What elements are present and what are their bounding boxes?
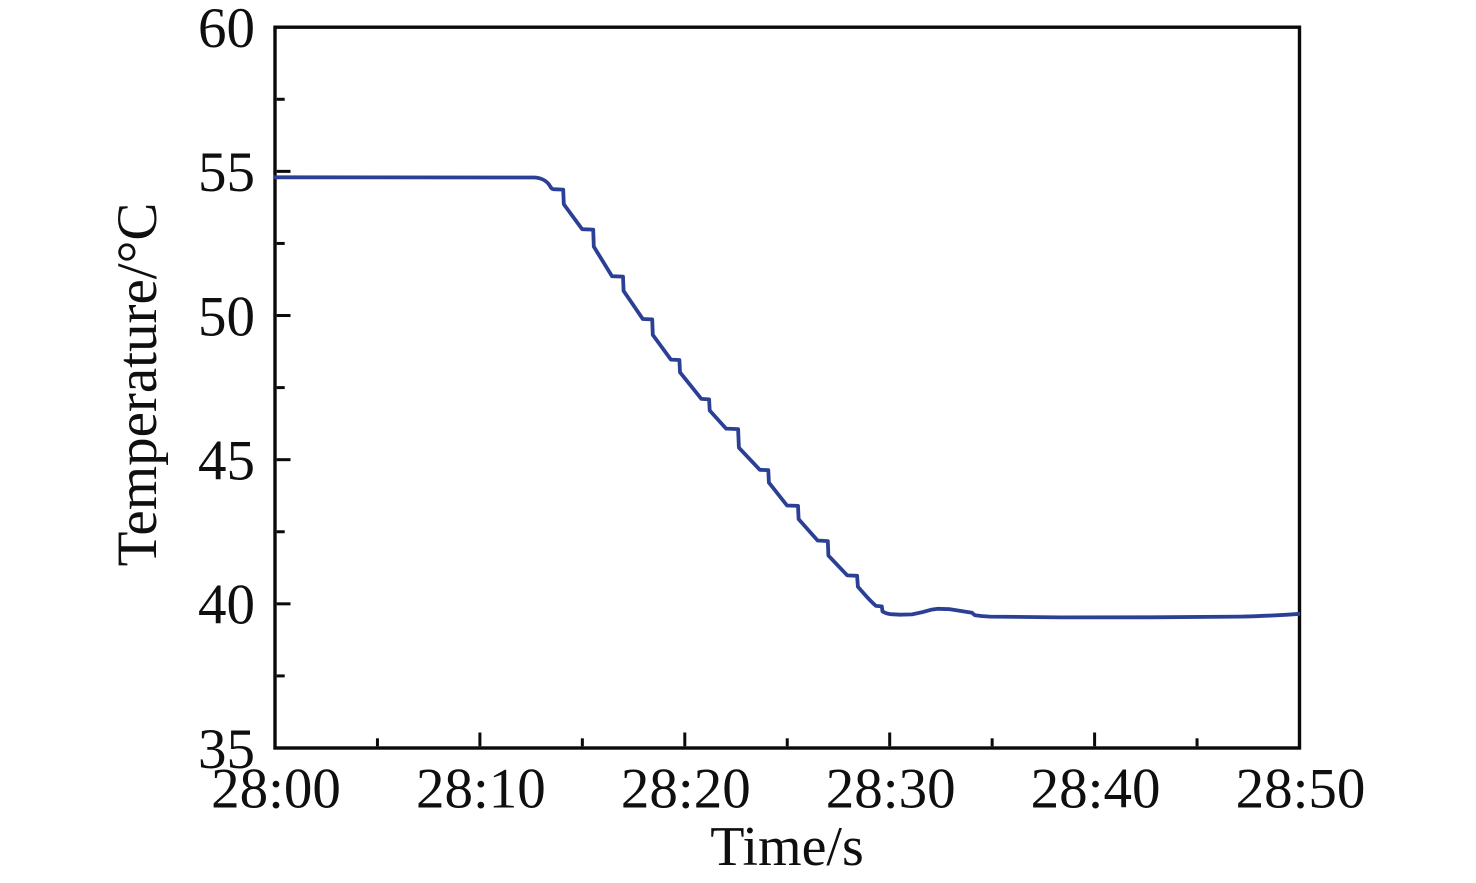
svg-text:50: 50 xyxy=(198,285,255,348)
svg-text:28:30: 28:30 xyxy=(826,758,956,821)
svg-text:28:40: 28:40 xyxy=(1031,758,1161,821)
svg-text:55: 55 xyxy=(198,141,255,204)
svg-text:45: 45 xyxy=(198,430,255,493)
svg-text:Temperature/°C: Temperature/°C xyxy=(106,203,169,567)
svg-text:35: 35 xyxy=(198,718,255,781)
svg-text:28:00: 28:00 xyxy=(211,758,341,821)
svg-text:28:20: 28:20 xyxy=(621,758,751,821)
svg-text:28:10: 28:10 xyxy=(416,758,546,821)
svg-text:28:50: 28:50 xyxy=(1236,758,1366,821)
svg-text:60: 60 xyxy=(198,0,255,60)
svg-text:40: 40 xyxy=(198,574,255,637)
svg-text:Time/s: Time/s xyxy=(710,816,864,878)
